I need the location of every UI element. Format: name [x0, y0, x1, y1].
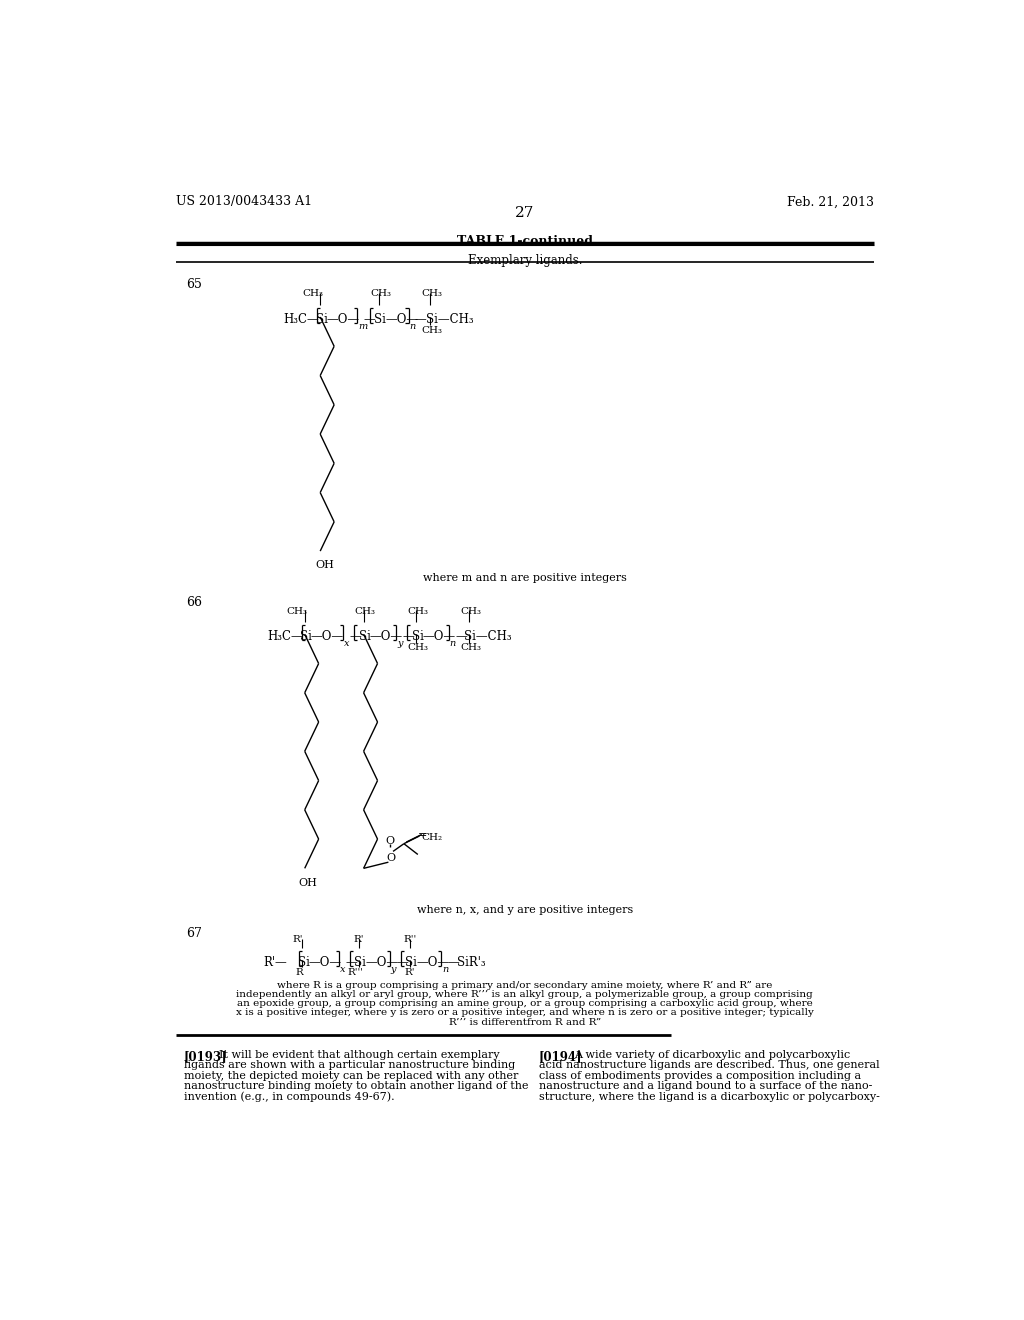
Text: SiR'₃: SiR'₃ [457, 956, 485, 969]
Text: —O—: —O— [417, 956, 450, 969]
Text: —: — [345, 956, 356, 969]
Text: TABLE 1-continued: TABLE 1-continued [457, 235, 593, 248]
Text: CH₃: CH₃ [408, 644, 428, 652]
Text: Si: Si [406, 956, 418, 969]
Text: x: x [344, 639, 350, 648]
Text: It will be evident that although certain exemplary: It will be evident that although certain… [219, 1051, 500, 1060]
Text: CH₃: CH₃ [354, 607, 376, 615]
Text: —O—: —O— [308, 956, 342, 969]
Text: A wide variety of dicarboxylic and polycarboxylic: A wide variety of dicarboxylic and polyc… [574, 1051, 851, 1060]
Text: Si: Si [300, 631, 312, 643]
Text: [0193]: [0193] [183, 1051, 227, 1063]
Text: nanostructure and a ligand bound to a surface of the nano-: nanostructure and a ligand bound to a su… [539, 1081, 872, 1092]
Text: CH₃: CH₃ [370, 289, 391, 298]
Text: Feb. 21, 2013: Feb. 21, 2013 [786, 195, 873, 209]
Text: Si: Si [375, 313, 386, 326]
Text: 66: 66 [186, 595, 202, 609]
Text: CH₃: CH₃ [287, 607, 307, 615]
Text: R': R' [404, 968, 416, 977]
Text: n: n [442, 965, 449, 974]
Text: —O—: —O— [311, 631, 344, 643]
Text: H₃C—: H₃C— [267, 631, 303, 643]
Text: y: y [391, 965, 396, 974]
Text: CH₃: CH₃ [302, 289, 323, 298]
Text: OH: OH [315, 561, 335, 570]
Text: —: — [455, 631, 467, 643]
Text: R'—: R'— [263, 956, 288, 969]
Text: Si: Si [354, 956, 367, 969]
Text: OH: OH [299, 878, 317, 887]
Text: m: m [358, 322, 368, 330]
Text: 67: 67 [186, 927, 202, 940]
Text: Exemplary ligands.: Exemplary ligands. [468, 253, 582, 267]
Text: Si: Si [315, 313, 328, 326]
Text: O: O [385, 836, 394, 846]
Text: 27: 27 [515, 206, 535, 220]
Text: —O—: —O— [385, 313, 419, 326]
Text: x is a positive integer, where y is zero or a positive integer, and where n is z: x is a positive integer, where y is zero… [236, 1008, 814, 1018]
Text: —O—: —O— [366, 956, 398, 969]
Text: structure, where the ligand is a dicarboxylic or polycarboxy-: structure, where the ligand is a dicarbo… [539, 1092, 880, 1102]
Text: [0194]: [0194] [539, 1051, 583, 1063]
Text: an epoxide group, a group comprising an amine group, or a group comprising a car: an epoxide group, a group comprising an … [237, 999, 813, 1008]
Text: n: n [410, 322, 416, 330]
Text: n: n [450, 639, 456, 648]
Text: R'': R'' [403, 935, 417, 944]
Text: —: — [402, 631, 414, 643]
Text: acid nanostructure ligands are described. Thus, one general: acid nanostructure ligands are described… [539, 1060, 880, 1071]
Text: R': R' [353, 935, 365, 944]
Text: —O—: —O— [370, 631, 402, 643]
Text: independently an alkyl or aryl group, where R’’’ is an alkyl group, a polymeriza: independently an alkyl or aryl group, wh… [237, 990, 813, 999]
Text: 65: 65 [186, 277, 202, 290]
Text: O: O [387, 853, 396, 863]
Text: =: = [418, 830, 427, 840]
Text: CH₃: CH₃ [460, 644, 481, 652]
Text: —: — [415, 313, 427, 326]
Text: —: — [349, 631, 361, 643]
Text: class of embodiments provides a composition including a: class of embodiments provides a composit… [539, 1071, 861, 1081]
Text: Si: Si [359, 631, 371, 643]
Text: where R is a group comprising a primary and/or secondary amine moiety, where R’ : where R is a group comprising a primary … [278, 981, 772, 990]
Text: CH₃: CH₃ [421, 289, 442, 298]
Text: nanostructure binding moiety to obtain another ligand of the: nanostructure binding moiety to obtain a… [183, 1081, 528, 1092]
Text: US 2013/0043433 A1: US 2013/0043433 A1 [176, 195, 312, 209]
Text: —: — [447, 956, 459, 969]
Text: x: x [340, 965, 345, 974]
Text: —: — [364, 313, 376, 326]
Text: R: R [295, 968, 303, 977]
Text: ligands are shown with a particular nanostructure binding: ligands are shown with a particular nano… [183, 1060, 515, 1071]
Text: Si—CH₃: Si—CH₃ [426, 313, 473, 326]
Text: moiety, the depicted moiety can be replaced with any other: moiety, the depicted moiety can be repla… [183, 1071, 518, 1081]
Text: where n, x, and y are positive integers: where n, x, and y are positive integers [417, 906, 633, 915]
Text: CH₂: CH₂ [422, 833, 442, 842]
Text: y: y [397, 639, 402, 648]
Text: —: — [396, 956, 408, 969]
Text: R': R' [293, 935, 303, 944]
Text: CH₃: CH₃ [408, 607, 428, 615]
Text: —O—: —O— [327, 313, 359, 326]
Text: where m and n are positive integers: where m and n are positive integers [423, 573, 627, 582]
Text: R''': R''' [347, 968, 364, 977]
Text: Si: Si [298, 956, 309, 969]
Text: —O—: —O— [423, 631, 456, 643]
Text: invention (e.g., in compounds 49-67).: invention (e.g., in compounds 49-67). [183, 1092, 394, 1102]
Text: H₃C—: H₃C— [283, 313, 318, 326]
Text: Si: Si [412, 631, 424, 643]
Text: R’’’ is differentfrom R and R”: R’’’ is differentfrom R and R” [449, 1018, 601, 1027]
Text: Si—CH₃: Si—CH₃ [464, 631, 512, 643]
Text: CH₃: CH₃ [460, 607, 481, 615]
Text: CH₃: CH₃ [421, 326, 442, 335]
